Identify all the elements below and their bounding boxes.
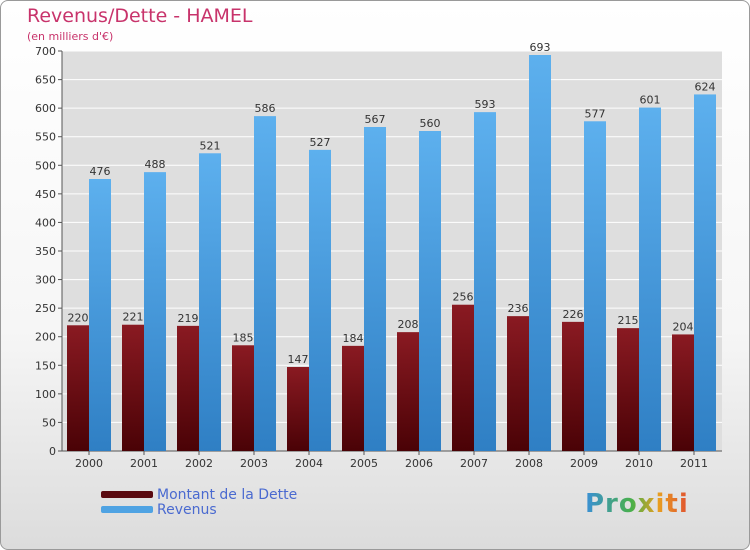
bar-dette xyxy=(177,325,199,451)
x-tick-label: 2000 xyxy=(75,457,103,470)
label-revenus: 624 xyxy=(695,80,716,93)
label-dette: 204 xyxy=(673,320,694,333)
y-tick-label: 550 xyxy=(35,131,56,144)
y-tick-label: 0 xyxy=(49,445,56,458)
label-dette: 185 xyxy=(233,331,254,344)
label-dette: 215 xyxy=(618,314,639,327)
bar-revenus xyxy=(639,107,661,452)
x-tick-label: 2011 xyxy=(680,457,708,470)
bar-revenus xyxy=(144,172,166,451)
bar-revenus xyxy=(254,116,276,452)
label-dette: 256 xyxy=(453,291,474,304)
y-tick-label: 650 xyxy=(35,74,56,87)
bar-dette xyxy=(397,332,419,451)
label-dette: 208 xyxy=(398,318,419,331)
x-tick-label: 2007 xyxy=(460,457,488,470)
bar-revenus xyxy=(309,149,331,451)
legend-item-debt: Montant de la Dette xyxy=(101,486,298,503)
y-tick-label: 250 xyxy=(35,302,56,315)
legend-label-revenus: Revenus xyxy=(157,501,217,518)
bar-dette xyxy=(122,324,144,451)
x-tick-label: 2008 xyxy=(515,457,543,470)
x-tick-label: 2002 xyxy=(185,457,213,470)
y-tick-label: 200 xyxy=(35,331,56,344)
label-revenus: 521 xyxy=(200,139,221,152)
label-dette: 226 xyxy=(563,308,584,321)
label-dette: 147 xyxy=(288,353,309,366)
bar-revenus xyxy=(474,112,496,452)
x-tick-label: 2010 xyxy=(625,457,653,470)
bar-dette xyxy=(672,334,694,451)
logo-text: Proxiti xyxy=(585,489,689,519)
x-tick-label: 2009 xyxy=(570,457,598,470)
label-revenus: 488 xyxy=(145,158,166,171)
chart-subtitle: (en milliers d'€) xyxy=(27,30,114,43)
bar-revenus xyxy=(694,94,716,451)
bar-revenus xyxy=(199,153,221,452)
label-dette: 236 xyxy=(508,302,529,315)
bar-dette xyxy=(617,328,639,451)
y-tick-label: 450 xyxy=(35,188,56,201)
bar-dette xyxy=(452,304,474,451)
bar-dette xyxy=(507,316,529,451)
y-tick-label: 150 xyxy=(35,359,56,372)
legend: Montant de la Dette Revenus xyxy=(101,486,298,518)
label-revenus: 560 xyxy=(420,117,441,130)
x-tick-label: 2003 xyxy=(240,457,268,470)
bar-dette xyxy=(232,345,254,451)
label-dette: 184 xyxy=(343,332,364,345)
x-tick-label: 2005 xyxy=(350,457,378,470)
y-tick-label: 700 xyxy=(35,45,56,58)
chart-title: Revenus/Dette - HAMEL xyxy=(27,5,253,27)
label-dette: 220 xyxy=(68,311,89,324)
label-revenus: 693 xyxy=(530,41,551,54)
x-tick-label: 2006 xyxy=(405,457,433,470)
y-tick-label: 400 xyxy=(35,216,56,229)
label-revenus: 586 xyxy=(255,102,276,115)
y-tick-label: 100 xyxy=(35,388,56,401)
legend-swatch-revenus xyxy=(101,506,153,513)
label-revenus: 527 xyxy=(310,136,331,149)
y-tick-label: 500 xyxy=(35,159,56,172)
bar-dette xyxy=(342,345,364,451)
label-revenus: 601 xyxy=(640,94,661,107)
label-dette: 219 xyxy=(178,312,199,325)
legend-swatch-debt xyxy=(101,491,153,498)
bar-revenus xyxy=(529,55,551,451)
bar-dette xyxy=(562,321,584,451)
y-tick-label: 50 xyxy=(42,416,56,429)
label-revenus: 577 xyxy=(585,107,606,120)
label-revenus: 476 xyxy=(90,165,111,178)
bar-revenus xyxy=(419,131,441,451)
bar-revenus xyxy=(89,179,111,451)
y-tick-label: 600 xyxy=(35,102,56,115)
legend-label-debt: Montant de la Dette xyxy=(157,486,298,503)
y-tick-label: 300 xyxy=(35,274,56,287)
label-revenus: 567 xyxy=(365,113,386,126)
bar-dette xyxy=(287,367,309,451)
bar-dette xyxy=(67,325,89,451)
label-dette: 221 xyxy=(123,311,144,324)
legend-item-revenus: Revenus xyxy=(101,501,297,518)
label-revenus: 593 xyxy=(475,98,496,111)
proxiti-logo: Proxiti xyxy=(585,489,689,519)
y-tick-label: 350 xyxy=(35,245,56,258)
bar-revenus xyxy=(364,127,386,451)
bar-revenus xyxy=(584,121,606,452)
x-tick-label: 2004 xyxy=(295,457,323,470)
x-tick-label: 2001 xyxy=(130,457,158,470)
